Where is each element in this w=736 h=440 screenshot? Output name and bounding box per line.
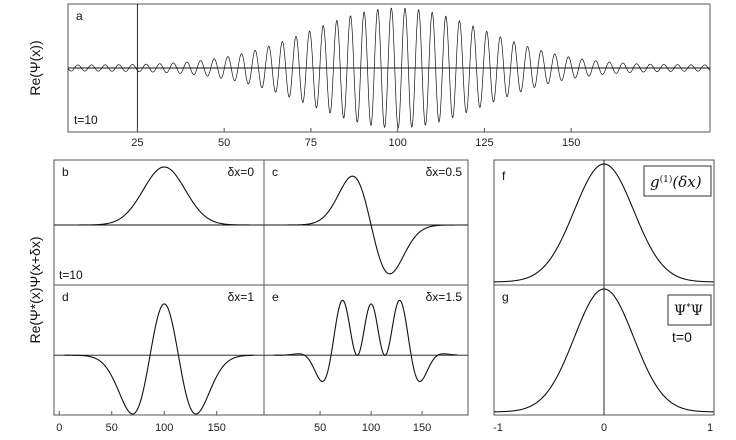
- panel-a-tick-label: 125: [475, 137, 493, 149]
- panel-d: d δx=1: [53, 284, 265, 416]
- panel-c: c δx=0.5: [263, 159, 469, 286]
- left-tick-label: 50: [106, 422, 118, 434]
- panel-a-time-label: t=10: [74, 113, 98, 127]
- panel-d-shift-label: δx=1: [228, 290, 255, 304]
- panel-g-curve: [493, 288, 714, 413]
- panel-f-curve: [493, 163, 714, 283]
- right-tick-label: 0: [601, 422, 607, 434]
- panel-a-tick-label: 50: [218, 137, 230, 149]
- panel-a-tick-label: 150: [562, 137, 580, 149]
- panel-c-shift-label: δx=0.5: [426, 165, 463, 179]
- panel-b: b δx=0 t=10: [53, 159, 265, 286]
- panel-d-label: d: [62, 290, 69, 304]
- panel-g-time-label: t=0: [672, 329, 692, 345]
- panel-a-label: a: [76, 9, 83, 23]
- left-tick-label: 150: [208, 422, 226, 434]
- panel-e-frame: [263, 284, 469, 416]
- panel-f: f g(1)(δx): [493, 159, 715, 286]
- panel-b-shift-label: δx=0: [228, 165, 255, 179]
- panel-a-ylabel: Re(Ψ(x)): [27, 40, 43, 95]
- panel-f-label: f: [502, 169, 506, 183]
- panel-d-frame: [53, 284, 265, 416]
- right-tick-label: 1: [707, 422, 713, 434]
- panel-a-tick-label: 75: [305, 137, 317, 149]
- panel-g-label: g: [502, 290, 509, 304]
- left-ylabel: Re(Ψ*(x)Ψ(x+δx): [27, 236, 43, 343]
- panel-a-tick-label: 25: [131, 137, 143, 149]
- right-tick-label: -1: [493, 422, 503, 434]
- panel-d-curve: [64, 303, 254, 415]
- left-tick-label: 150: [413, 422, 431, 434]
- panel-e-shift-label: δx=1.5: [426, 290, 463, 304]
- panel-f-legend-box: [643, 165, 712, 197]
- left-tick-label: 0: [56, 422, 62, 434]
- panel-b-time-label: t=10: [59, 268, 83, 282]
- panel-e-label: e: [272, 290, 279, 304]
- panel-c-curve: [274, 175, 458, 275]
- panel-a-xticks: 25 50 75 100 125 150: [131, 128, 580, 149]
- panel-g-legend: Ψ*Ψ: [674, 303, 703, 319]
- panel-e-curve: [274, 299, 458, 382]
- left-tick-label: 50: [314, 422, 326, 434]
- left-tick-label: 100: [362, 422, 380, 434]
- panel-b-curve: [64, 166, 254, 226]
- panel-g: g Ψ*Ψ t=0: [493, 284, 715, 416]
- panel-e: e δx=1.5: [263, 284, 469, 416]
- panel-a-tick-label: 100: [388, 137, 406, 149]
- panel-b-label: b: [62, 165, 69, 179]
- panel-f-legend: g(1)(δx): [650, 173, 702, 191]
- panel-a-wave-curve: [67, 7, 711, 129]
- left-tick-label: 100: [155, 422, 173, 434]
- right-xticks: -1 0 1: [493, 422, 713, 434]
- panel-c-label: c: [272, 165, 278, 179]
- panel-a: 25 50 75 100 125 150 a t=10: [67, 3, 711, 149]
- panel-g-legend-box: [667, 294, 712, 326]
- left-xticks: 0 50 100 150 50 100 150: [56, 411, 431, 434]
